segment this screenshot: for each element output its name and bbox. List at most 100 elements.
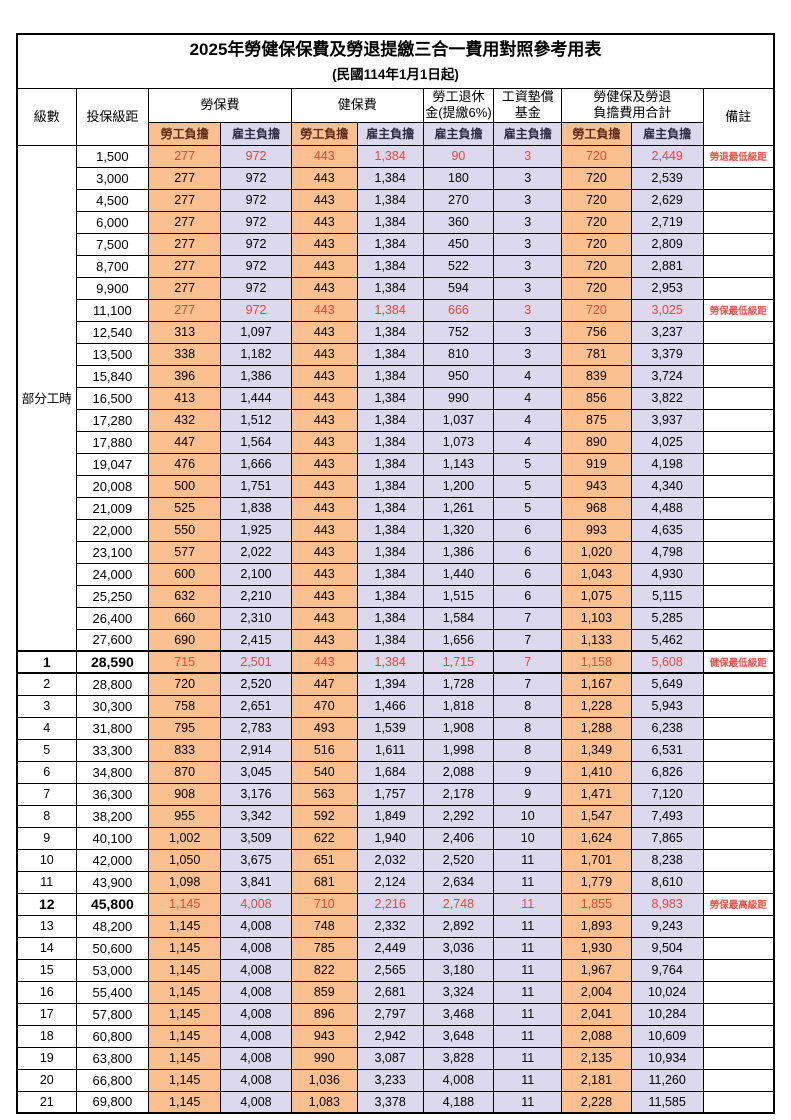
value-cell: 3,509 — [220, 826, 292, 850]
value-cell: 2,216 — [356, 892, 424, 916]
value-cell: 3 — [493, 188, 563, 212]
table-row: 17 57,800 1,145 4,008 896 2,797 3,468 11 2,041 10… — [16, 1002, 775, 1026]
value-cell: 1,097 — [220, 320, 292, 344]
level-cell: 14 — [16, 936, 77, 960]
bracket-cell: 55,400 — [75, 980, 150, 1004]
table-row: 6,000 277 972 443 1,384 360 3 720 2,719 — [17, 210, 775, 234]
value-cell: 493 — [290, 716, 358, 740]
part-time-cell: 部分工時 — [16, 144, 77, 652]
value-cell: 443 — [290, 188, 358, 212]
bracket-cell: 28,800 — [75, 672, 150, 696]
bracket-cell: 7,500 — [75, 232, 150, 256]
col-header-labor-insurance: 勞保費 — [148, 87, 292, 123]
value-cell: 1,145 — [148, 1002, 222, 1026]
value-cell: 4 — [493, 364, 563, 388]
value-cell: 1,728 — [422, 672, 495, 696]
table-row: 3,000 277 972 443 1,384 180 3 720 2,539 — [17, 166, 775, 190]
value-cell: 1,384 — [356, 628, 424, 652]
table-row: 19,047 476 1,666 443 1,384 1,143 5 919 4,198 — [17, 452, 775, 476]
value-cell: 11 — [493, 848, 563, 872]
value-cell: 443 — [290, 320, 358, 344]
bracket-cell: 63,800 — [75, 1046, 150, 1070]
value-cell: 1,893 — [561, 914, 632, 938]
bracket-cell: 11,100 — [75, 298, 150, 322]
remark-cell — [702, 496, 775, 520]
value-cell: 3,648 — [422, 1024, 495, 1048]
value-cell: 1,440 — [422, 562, 495, 586]
group-header-row: 級數 投保級距 勞保費 健保費 勞工退休 金(提繳6%) 工資墊償 基金 勞健保… — [16, 87, 775, 146]
value-cell: 277 — [148, 298, 222, 322]
level-cell: 19 — [16, 1046, 77, 1070]
value-cell: 1,656 — [422, 628, 495, 652]
value-cell: 720 — [561, 210, 632, 234]
value-cell: 8,238 — [630, 848, 704, 872]
remark-cell: 勞保最低級距 — [702, 298, 775, 322]
remark-cell — [702, 694, 775, 718]
value-cell: 413 — [148, 386, 222, 410]
value-cell: 3,025 — [630, 298, 704, 322]
value-cell: 1,103 — [561, 606, 632, 630]
remark-cell — [702, 1068, 775, 1092]
value-cell: 577 — [148, 540, 222, 564]
table-row: 21,009 525 1,838 443 1,384 1,261 5 968 4,488 — [17, 496, 775, 520]
value-cell: 1,002 — [148, 826, 222, 850]
value-cell: 5,943 — [630, 694, 704, 718]
value-cell: 1,261 — [422, 496, 495, 520]
value-cell: 443 — [290, 166, 358, 190]
bracket-cell: 42,000 — [75, 848, 150, 872]
pension-line2: 金(提繳6%) — [425, 105, 492, 120]
value-cell: 972 — [220, 254, 292, 278]
value-cell: 1,611 — [356, 738, 424, 762]
remark-cell — [702, 1002, 775, 1026]
value-cell: 968 — [561, 496, 632, 520]
table-row: 25,250 632 2,210 443 1,384 1,515 6 1,075 5,115 — [17, 584, 775, 608]
bracket-cell: 27,600 — [75, 628, 150, 652]
value-cell: 4,008 — [220, 1090, 292, 1114]
value-cell: 11 — [493, 914, 563, 938]
remark-cell — [702, 320, 775, 344]
bracket-cell: 24,000 — [75, 562, 150, 586]
value-cell: 1,384 — [356, 452, 424, 476]
bracket-cell: 30,300 — [75, 694, 150, 718]
value-cell: 3,841 — [220, 870, 292, 894]
value-cell: 11 — [493, 1090, 563, 1114]
table-row: 20 66,800 1,145 4,008 1,036 3,233 4,008 11 2,181… — [16, 1068, 775, 1092]
value-cell: 11 — [493, 870, 563, 894]
value-cell: 720 — [561, 276, 632, 300]
value-cell: 2,953 — [630, 276, 704, 300]
bracket-cell: 17,880 — [75, 430, 150, 454]
remark-cell — [702, 254, 775, 278]
table-row: 9 40,100 1,002 3,509 622 1,940 2,406 10 1,624 7,8… — [16, 826, 775, 850]
subheader-total-employee: 勞工負擔 — [561, 121, 632, 146]
value-cell: 4,008 — [220, 936, 292, 960]
value-cell: 7,493 — [630, 804, 704, 828]
remark-cell — [702, 210, 775, 234]
value-cell: 1,145 — [148, 914, 222, 938]
value-cell: 870 — [148, 760, 222, 784]
value-cell: 1,384 — [356, 474, 424, 498]
value-cell: 1,394 — [356, 672, 424, 696]
value-cell: 1,384 — [356, 342, 424, 366]
value-cell: 270 — [422, 188, 495, 212]
value-cell: 443 — [290, 364, 358, 388]
value-cell: 1,410 — [561, 760, 632, 784]
value-cell: 1,167 — [561, 672, 632, 696]
table-row: 4,500 277 972 443 1,384 270 3 720 2,629 — [17, 188, 775, 212]
value-cell: 1,666 — [220, 452, 292, 476]
table-row: 2 28,800 720 2,520 447 1,394 1,728 7 1,167 5,649 — [16, 672, 775, 696]
value-cell: 447 — [148, 430, 222, 454]
value-cell: 955 — [148, 804, 222, 828]
value-cell: 443 — [290, 386, 358, 410]
value-cell: 1,133 — [561, 628, 632, 652]
bracket-cell: 21,009 — [75, 496, 150, 520]
value-cell: 5,608 — [630, 650, 704, 674]
table-row: 7,500 277 972 443 1,384 450 3 720 2,809 — [17, 232, 775, 256]
value-cell: 950 — [422, 364, 495, 388]
remark-cell — [702, 980, 775, 1004]
bracket-cell: 48,200 — [75, 914, 150, 938]
value-cell: 1,384 — [356, 232, 424, 256]
bracket-cell: 4,500 — [75, 188, 150, 212]
premium-reference-table: 2025年勞健保保費及勞退提繳三合一費用對照參考用表 (民國114年1月1日起)… — [16, 33, 775, 1114]
value-cell: 1,701 — [561, 848, 632, 872]
value-cell: 2,449 — [630, 144, 704, 168]
